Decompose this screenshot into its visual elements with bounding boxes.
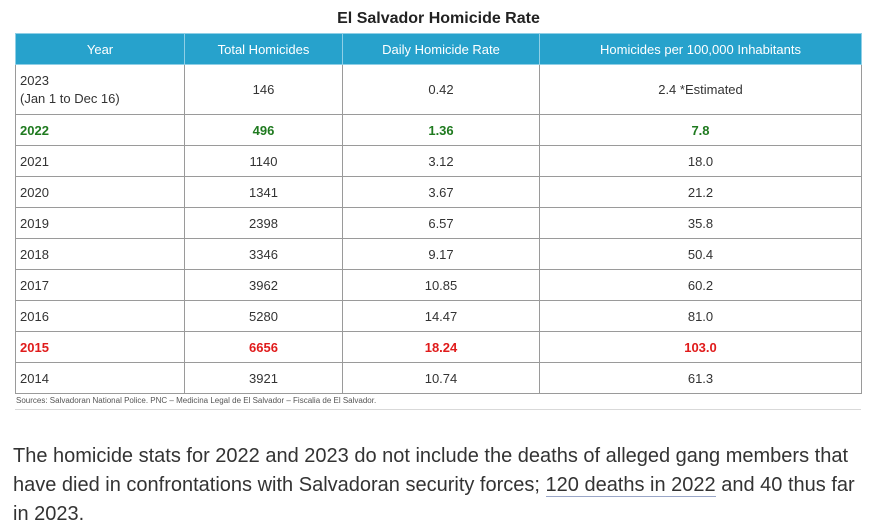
- header-per-100k: Homicides per 100,000 Inhabitants: [539, 33, 862, 65]
- cell-per100k: 2.4 *Estimated: [539, 64, 862, 115]
- cell-per100k: 81.0: [539, 300, 862, 332]
- table-row: 2017 3962 10.85 60.2: [15, 269, 862, 301]
- cell-year: 2016: [15, 300, 185, 332]
- cell-total: 6656: [184, 331, 343, 363]
- cell-per100k: 7.8: [539, 114, 862, 146]
- table-row: 2021 1140 3.12 18.0: [15, 145, 862, 177]
- table-row: 2019 2398 6.57 35.8: [15, 207, 862, 239]
- cell-daily: 14.47: [342, 300, 540, 332]
- cell-daily: 18.24: [342, 331, 540, 363]
- divider: [15, 409, 861, 410]
- cell-year: 2021: [15, 145, 185, 177]
- cell-per100k: 60.2: [539, 269, 862, 301]
- table-row: 2022 496 1.36 7.8: [15, 114, 862, 146]
- cell-per100k: 50.4: [539, 238, 862, 270]
- cell-year: 2015: [15, 331, 185, 363]
- cell-year: 2018: [15, 238, 185, 270]
- cell-year: 2022: [15, 114, 185, 146]
- cell-daily: 10.85: [342, 269, 540, 301]
- cell-total: 1341: [184, 176, 343, 208]
- table-row: 2014 3921 10.74 61.3: [15, 362, 862, 394]
- cell-per100k: 21.2: [539, 176, 862, 208]
- cell-year: 2014: [15, 362, 185, 394]
- table-row: 2015 6656 18.24 103.0: [15, 331, 862, 363]
- cell-total: 2398: [184, 207, 343, 239]
- cell-daily: 0.42: [342, 64, 540, 115]
- table-row: 2018 3346 9.17 50.4: [15, 238, 862, 270]
- cell-year: 2023 (Jan 1 to Dec 16): [15, 64, 185, 115]
- year-value: 2023: [20, 73, 49, 88]
- table-row: 2016 5280 14.47 81.0: [15, 300, 862, 332]
- table-title: El Salvador Homicide Rate: [337, 10, 540, 27]
- cell-total: 146: [184, 64, 343, 115]
- cell-per100k: 18.0: [539, 145, 862, 177]
- cell-total: 3346: [184, 238, 343, 270]
- cell-year: 2019: [15, 207, 185, 239]
- header-daily-rate: Daily Homicide Rate: [342, 33, 540, 65]
- homicide-note-paragraph: The homicide stats for 2022 and 2023 do …: [13, 442, 871, 529]
- cell-per100k: 35.8: [539, 207, 862, 239]
- table-row: 2023 (Jan 1 to Dec 16) 146 0.42 2.4 *Esti…: [15, 64, 862, 115]
- cell-per100k: 103.0: [539, 331, 862, 363]
- year-note: (Jan 1 to Dec 16): [20, 91, 120, 106]
- table-header-row: Year Total Homicides Daily Homicide Rate…: [15, 33, 862, 65]
- header-total-homicides: Total Homicides: [184, 33, 343, 65]
- header-year: Year: [15, 33, 185, 65]
- deaths-2022-link[interactable]: 120 deaths in 2022: [545, 474, 716, 497]
- homicide-rate-table: Year Total Homicides Daily Homicide Rate…: [15, 33, 862, 394]
- cell-year: 2017: [15, 269, 185, 301]
- table-row: 2020 1341 3.67 21.2: [15, 176, 862, 208]
- cell-daily: 1.36: [342, 114, 540, 146]
- cell-daily: 9.17: [342, 238, 540, 270]
- cell-total: 3921: [184, 362, 343, 394]
- cell-daily: 10.74: [342, 362, 540, 394]
- note-text-before: The homicide stats for 2022 and 2023 do …: [13, 445, 848, 496]
- cell-year: 2020: [15, 176, 185, 208]
- cell-per100k: 61.3: [539, 362, 862, 394]
- cell-daily: 3.67: [342, 176, 540, 208]
- cell-total: 1140: [184, 145, 343, 177]
- cell-total: 3962: [184, 269, 343, 301]
- cell-daily: 6.57: [342, 207, 540, 239]
- cell-total: 5280: [184, 300, 343, 332]
- sources-caption: Sources: Salvadoran National Police. PNC…: [16, 396, 377, 405]
- cell-daily: 3.12: [342, 145, 540, 177]
- cell-total: 496: [184, 114, 343, 146]
